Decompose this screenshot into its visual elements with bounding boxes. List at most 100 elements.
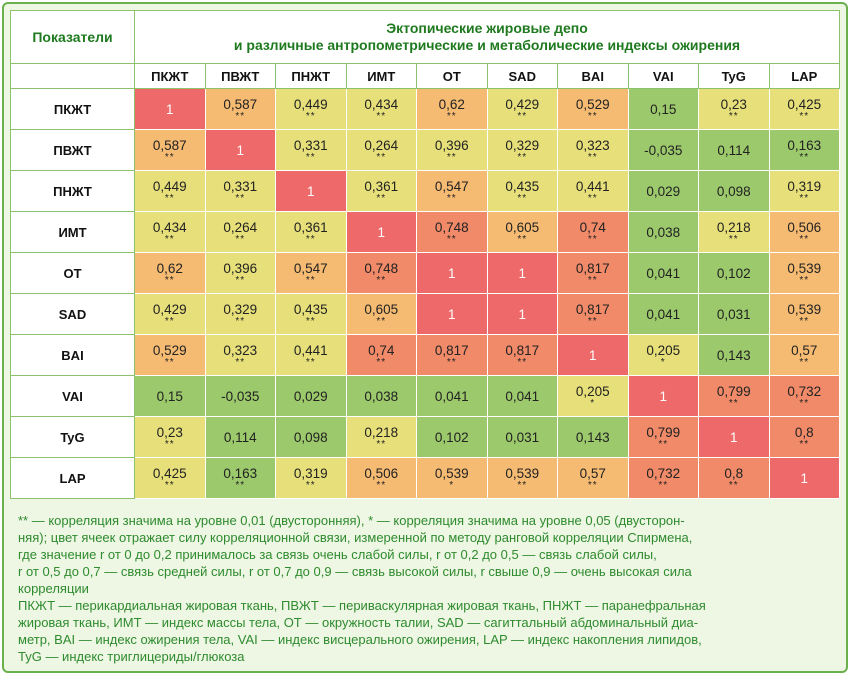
significance-mark: **: [658, 479, 669, 491]
column-header: VAI: [627, 63, 699, 89]
significance-mark: **: [517, 479, 528, 491]
cell-value: 0,587: [223, 96, 258, 112]
heatmap-cell: 0,429 **: [134, 293, 206, 335]
cell-value: 0,329: [223, 301, 258, 317]
significance-mark: **: [446, 356, 457, 368]
cell-value: 0,218: [364, 424, 399, 440]
heatmap-cell: 0,817 **: [557, 252, 629, 294]
heatmap-cell: 0,098: [275, 416, 347, 458]
heatmap-cell: 0,218 **: [345, 416, 417, 458]
footnote-line: жировая ткань, ИМТ — индекс массы тела, …: [18, 615, 699, 630]
significance-mark: **: [587, 192, 598, 204]
heatmap-cell: 0,441 **: [557, 170, 629, 212]
footnote-line: метр, BAI — индекс ожирения тела, VAI — …: [18, 632, 702, 647]
correlation-heatmap-table: Показатели Эктопические жировые депо и ра…: [10, 10, 840, 499]
footnote-line: где значение r от 0 до 0,2 принималось з…: [18, 547, 657, 562]
heatmap-cell: 0,15: [134, 375, 206, 417]
significance-mark: **: [517, 233, 528, 245]
heatmap-cell: 0,62 **: [134, 252, 206, 294]
cell-value: 0,031: [716, 306, 751, 322]
heatmap-cell: 0,425 **: [134, 457, 206, 499]
heatmap-cell: 0,732 **: [627, 457, 699, 499]
heatmap-cell: 1: [557, 334, 629, 376]
heatmap-cell: 0,539 **: [486, 457, 558, 499]
cell-value: 1: [729, 429, 738, 445]
significance-mark: **: [376, 274, 387, 286]
cell-value: 1: [236, 142, 244, 158]
cell-value: 1: [588, 347, 597, 363]
heatmap-cell: 0,319 **: [768, 170, 840, 212]
significance-mark: **: [164, 233, 175, 245]
heatmap-cell: 0,264 **: [345, 129, 417, 171]
cell-value: 0,435: [293, 301, 328, 317]
chart-title-line: Эктопические жировые депо: [386, 20, 588, 36]
heatmap-cell: 0,031: [486, 416, 558, 458]
heatmap-cell: 0,361 **: [345, 170, 417, 212]
heatmap-row: BAI 0,529 ** 0,323 ** 0,441 ** 0,74 ** 0,817 ** 0,8…: [10, 334, 840, 376]
cell-value: 0,114: [223, 429, 257, 445]
cell-value: 0,429: [152, 301, 187, 317]
cell-value: 0,506: [364, 465, 399, 481]
cell-value: 0,449: [152, 178, 187, 194]
heatmap-cell: 0,434 **: [134, 211, 206, 253]
heatmap-cell: 0,114: [204, 416, 276, 458]
cell-value: 0,539: [787, 301, 822, 317]
cell-value: 0,799: [646, 424, 681, 440]
heatmap-cell: 0,205 *: [627, 334, 699, 376]
heatmap-cell: 0,449 **: [275, 88, 347, 130]
heatmap-row: LAP 0,425 ** 0,163 ** 0,319 ** 0,506 ** 0,539 * 0,5…: [10, 457, 840, 499]
significance-mark: **: [164, 479, 175, 491]
cell-value: 0,329: [505, 137, 540, 153]
column-header: TyG: [698, 63, 770, 89]
row-header: BAI: [10, 334, 135, 376]
column-header: BAI: [557, 63, 629, 89]
footnote-line: няя); цвет ячеек отражает силу корреляци…: [18, 530, 693, 545]
heatmap-cell: 0,748 **: [416, 211, 488, 253]
row-header: ОТ: [10, 252, 135, 294]
cell-value: 0,205: [575, 383, 610, 399]
cell-value: 0,331: [293, 137, 328, 153]
significance-mark: **: [305, 315, 316, 327]
cell-value: 0,425: [787, 96, 822, 112]
heatmap-cell: 0,329 **: [486, 129, 558, 171]
significance-mark: **: [728, 233, 739, 245]
heatmap-cell: 0,323 **: [204, 334, 276, 376]
cell-value: 0,539: [505, 465, 540, 481]
cell-value: 0,114: [717, 142, 751, 158]
cell-value: 0,547: [434, 178, 469, 194]
row-header: ПКЖТ: [10, 88, 135, 130]
significance-mark: **: [305, 356, 316, 368]
significance-mark: *: [590, 397, 596, 409]
heatmap-cell: 0,264 **: [204, 211, 276, 253]
heatmap-cell: 0,425 **: [768, 88, 840, 130]
significance-mark: **: [799, 233, 810, 245]
significance-mark: **: [658, 438, 669, 450]
cell-value: 0,449: [293, 96, 328, 112]
heatmap-cell: 0,23 **: [698, 88, 770, 130]
heatmap-cell: 0,817 **: [486, 334, 558, 376]
heatmap-cell: 0,547 **: [275, 252, 347, 294]
heatmap-cell: 0,74 **: [345, 334, 417, 376]
footnotes: ** — корреляция значима на уровне 0,01 (…: [18, 512, 840, 665]
heatmap-cell: 0,038: [345, 375, 417, 417]
significance-mark: **: [446, 151, 457, 163]
cell-value: 0,396: [434, 137, 469, 153]
cell-value: 0,425: [152, 465, 187, 481]
cell-value: 0,57: [579, 465, 606, 481]
significance-mark: **: [799, 356, 810, 368]
heatmap-cell: 0,8 **: [698, 457, 770, 499]
row-header: LAP: [10, 457, 135, 499]
heatmap-row: ПНЖТ 0,449 ** 0,331 ** 1 0,361 ** 0,547 ** 0,435 **…: [10, 170, 840, 212]
heatmap-cell: 0,799 **: [698, 375, 770, 417]
cell-value: 0,361: [364, 178, 399, 194]
heatmap-cell: 0,587 **: [134, 129, 206, 171]
cell-value: 0,264: [364, 137, 399, 153]
heatmap-cell: 1: [134, 88, 206, 130]
cell-value: 0,15: [156, 388, 183, 404]
cell-value: 0,539: [787, 260, 822, 276]
heatmap-cell: 0,031: [698, 293, 770, 335]
heatmap-cell: 0,163 **: [768, 129, 840, 171]
cell-value: -0,035: [221, 388, 260, 404]
significance-mark: **: [517, 151, 528, 163]
heatmap-cell: 0,8 **: [768, 416, 840, 458]
